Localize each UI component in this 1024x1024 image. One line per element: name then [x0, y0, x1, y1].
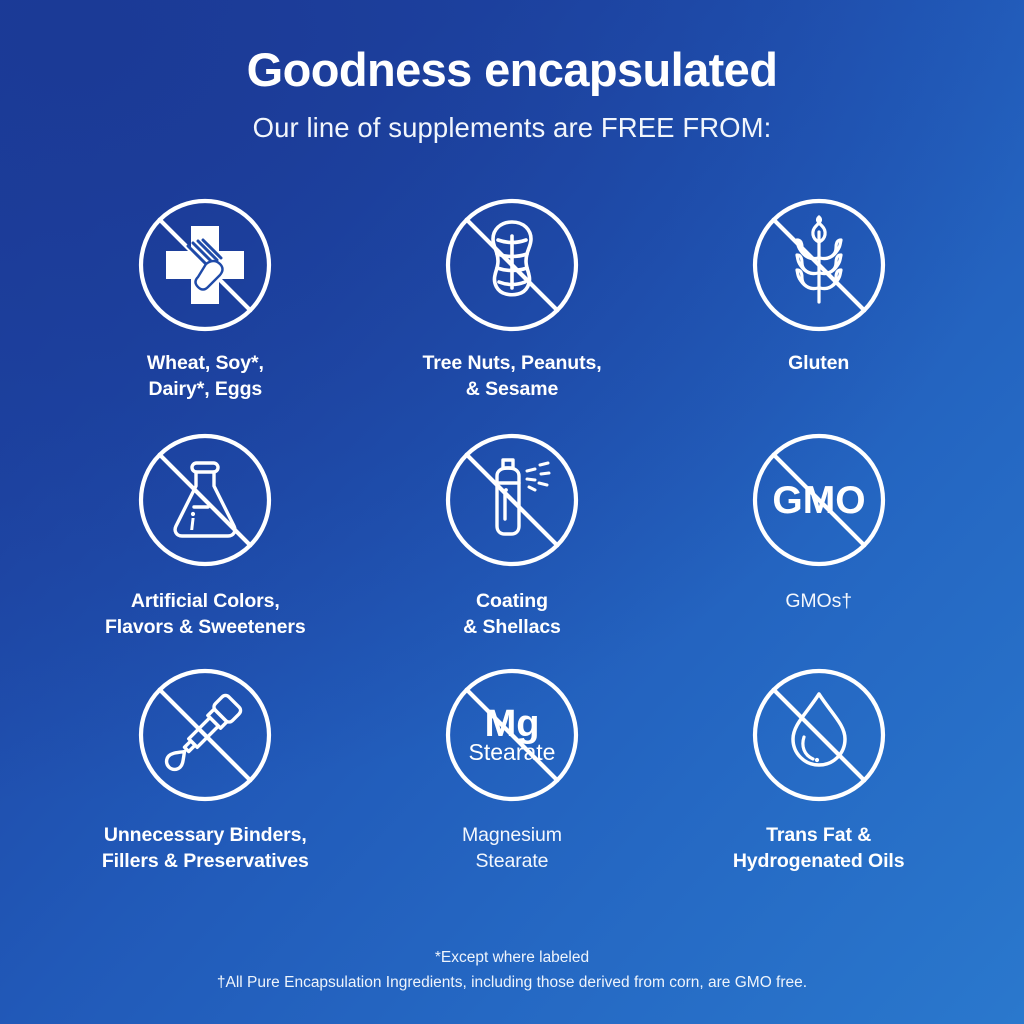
footnote-asterisk: *Except where labeled: [434, 949, 590, 966]
free-from-grid: Wheat, Soy*, Dairy*, Eggs Tre: [52, 198, 972, 903]
free-from-item-tree-nuts-peanuts-sesame: Tree Nuts, Peanuts, & Sesame: [359, 198, 666, 433]
no-wheat-stalk-icon: [752, 198, 886, 332]
mg-icon-text: Mg: [485, 703, 540, 745]
free-from-item-magnesium-stearate: Mg Stearate Magnesium Stearate: [359, 668, 666, 903]
free-from-item-label: Tree Nuts, Peanuts, & Sesame: [422, 352, 602, 400]
footnotes: *Except where labeled †All Pure Encapsul…: [0, 949, 1024, 992]
stearate-icon-text: Stearate: [469, 739, 556, 765]
no-oil-droplet-icon: [752, 668, 886, 802]
no-peanut-icon: [445, 198, 579, 332]
page-subtitle: Our line of supplements are FREE FROM:: [252, 112, 772, 143]
no-gmo-icon: GMO: [752, 433, 886, 567]
no-magnesium-stearate-icon: Mg Stearate: [445, 668, 579, 802]
free-from-item-label: Coating & Shellacs: [463, 590, 561, 638]
free-from-item-wheat-soy-dairy-eggs: Wheat, Soy*, Dairy*, Eggs: [52, 198, 359, 433]
free-from-item-label: GMOs†: [785, 590, 852, 612]
free-from-item-label: Unnecessary Binders, Fillers & Preservat…: [101, 824, 309, 872]
free-from-item-unnecessary-binders-fillers-preservatives: Unnecessary Binders, Fillers & Preservat…: [52, 668, 359, 903]
page-title: Goodness encapsulated: [246, 43, 778, 96]
free-from-item-artificial-colors-flavors-sweeteners: Artificial Colors, Flavors & Sweeteners: [52, 433, 359, 668]
free-from-item-label: Gluten: [788, 352, 850, 374]
free-from-item-gluten: Gluten: [665, 198, 972, 433]
free-from-item-gmos: GMO GMOs†: [665, 433, 972, 668]
gmo-icon-text: GMO: [772, 479, 865, 522]
no-dropper-icon: [138, 668, 272, 802]
free-from-item-trans-fat-hydrogenated-oils: Trans Fat & Hydrogenated Oils: [665, 668, 972, 903]
free-from-item-coating-shellacs: Coating & Shellacs: [359, 433, 666, 668]
footnote-dagger: †All Pure Encapsulation Ingredients, inc…: [216, 974, 808, 991]
header: Goodness encapsulated Our line of supple…: [0, 46, 1024, 144]
free-from-item-label: Wheat, Soy*, Dairy*, Eggs: [146, 352, 264, 400]
no-flask-icon: [138, 433, 272, 567]
no-spray-can-icon: [445, 433, 579, 567]
free-from-item-label: Trans Fat & Hydrogenated Oils: [732, 824, 905, 872]
free-from-item-label: Artificial Colors, Flavors & Sweeteners: [104, 590, 306, 638]
no-allergens-cross-fork-icon: [138, 198, 272, 332]
free-from-item-label: Magnesium Stearate: [462, 824, 562, 872]
